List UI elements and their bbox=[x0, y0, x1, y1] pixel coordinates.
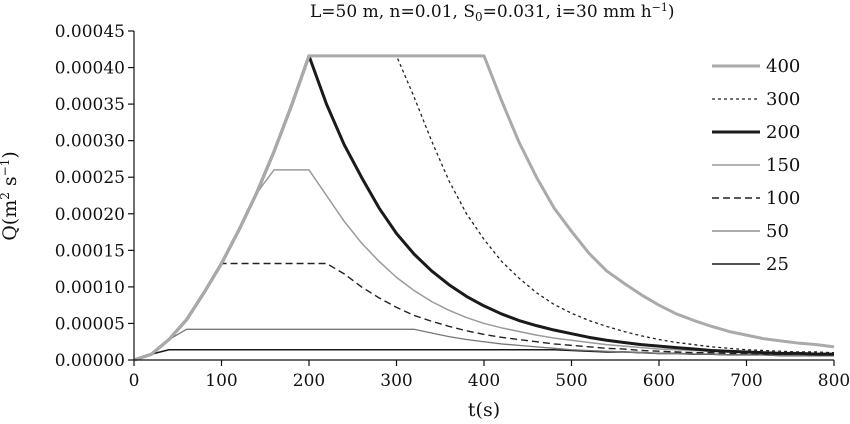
x-axis-ticks: 0 100 200 300 400 500 600 700 800 bbox=[129, 360, 850, 391]
series-line-300 bbox=[133, 55, 835, 361]
legend-label-400: 400 bbox=[766, 56, 800, 77]
x-tick-label: 600 bbox=[643, 371, 675, 391]
y-tick-label: 0.00015 bbox=[55, 241, 125, 261]
x-tick-label: 400 bbox=[468, 371, 500, 391]
x-tick-label: 200 bbox=[293, 371, 325, 391]
x-tick-label: 100 bbox=[205, 371, 237, 391]
ylabel-text: Q(m bbox=[0, 200, 21, 241]
x-tick-label: 700 bbox=[730, 371, 762, 391]
x-axis-label: t(s) bbox=[468, 399, 500, 421]
series-line-50 bbox=[133, 328, 834, 361]
x-tick-label: 500 bbox=[555, 371, 587, 391]
legend-label-300: 300 bbox=[766, 89, 800, 110]
y-tick-label: 0.00020 bbox=[55, 205, 125, 225]
legend-label-100: 100 bbox=[766, 188, 800, 209]
legend-label-150: 150 bbox=[766, 155, 800, 176]
x-tick-label: 800 bbox=[818, 371, 850, 391]
y-tick-label: 0.00000 bbox=[55, 351, 125, 371]
ylabel-sup2: −1 bbox=[0, 159, 12, 177]
y-axis-label: Q(m2 s−1) bbox=[0, 151, 21, 241]
series-line-400 bbox=[133, 54, 835, 362]
ylabel-text-mid: s bbox=[0, 176, 21, 192]
title-text: L=50 m, n=0.01, S bbox=[310, 2, 475, 22]
legend-label-50: 50 bbox=[766, 221, 789, 242]
y-tick-label: 0.00010 bbox=[55, 278, 125, 298]
y-axis-ticks: 0.00000 0.00005 0.00010 0.00015 0.00020 0.000… bbox=[55, 22, 134, 371]
ylabel-text-end: ) bbox=[0, 151, 21, 158]
y-tick-label: 0.00025 bbox=[55, 168, 125, 188]
title-superscript: −1 bbox=[652, 1, 668, 14]
x-tick-label: 300 bbox=[380, 371, 412, 391]
series-line-200 bbox=[133, 54, 834, 362]
y-tick-label: 0.00005 bbox=[55, 314, 125, 334]
y-tick-label: 0.00035 bbox=[55, 95, 125, 115]
y-tick-label: 0.00045 bbox=[55, 22, 125, 42]
title-text-end: ) bbox=[668, 2, 675, 22]
y-tick-label: 0.00040 bbox=[55, 59, 125, 79]
legend: 400 300 200 150 100 50 25 bbox=[712, 56, 800, 275]
ylabel-sup1: 2 bbox=[0, 192, 12, 200]
legend-label-200: 200 bbox=[766, 122, 800, 143]
chart-title: L=50 m, n=0.01, S0=0.031, i=30 mm h−1) bbox=[310, 1, 675, 24]
title-subscript: 0 bbox=[475, 10, 483, 24]
title-text-mid: =0.031, i=30 mm h bbox=[483, 2, 652, 22]
legend-label-25: 25 bbox=[766, 254, 789, 275]
series-line-100 bbox=[133, 262, 834, 361]
series-lines bbox=[133, 54, 835, 362]
x-tick-label: 0 bbox=[129, 371, 140, 391]
y-tick-label: 0.00030 bbox=[55, 132, 125, 152]
